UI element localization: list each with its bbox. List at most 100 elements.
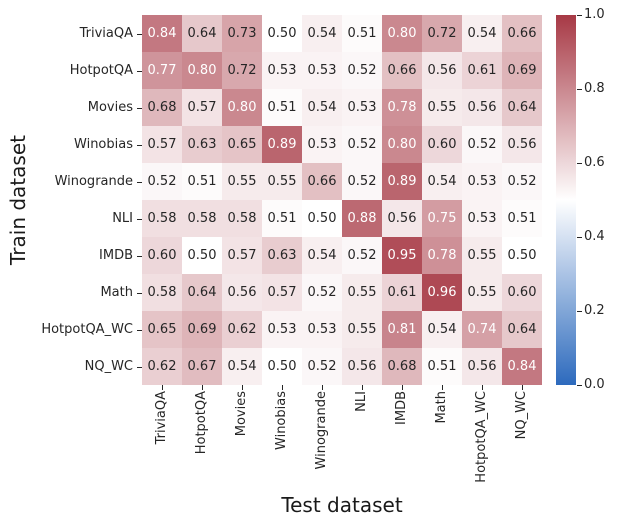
colorbar [556, 15, 576, 385]
heatmap-cell: 0.84 [502, 348, 542, 385]
x-tick-mark [282, 385, 283, 390]
heatmap-cell: 0.66 [502, 15, 542, 52]
heatmap-cell: 0.51 [502, 200, 542, 237]
colorbar-tick-label: 0.8 [584, 81, 605, 96]
y-axis-title: Train dataset [6, 135, 30, 265]
heatmap-cell: 0.52 [142, 163, 182, 200]
colorbar-tick-label: 0.6 [584, 155, 605, 170]
y-tick-mark [137, 144, 142, 146]
heatmap-cell: 0.60 [502, 274, 542, 311]
heatmap-cell: 0.51 [342, 15, 382, 52]
heatmap-cell: 0.56 [382, 200, 422, 237]
heatmap-cell: 0.54 [462, 15, 502, 52]
x-tick-label: Winogrande [314, 391, 329, 470]
heatmap-cell: 0.77 [142, 52, 182, 89]
heatmap-cell: 0.51 [262, 89, 302, 126]
x-tick-mark [402, 385, 403, 390]
colorbar-tick-mark [577, 15, 582, 16]
x-tick-label: NQ_WC [514, 391, 529, 440]
y-tick-mark [137, 181, 142, 183]
heatmap-cell: 0.78 [422, 237, 462, 274]
x-tick-mark [162, 385, 163, 390]
heatmap-cell: 0.53 [342, 89, 382, 126]
heatmap-cell: 0.54 [302, 15, 342, 52]
heatmap-cell: 0.52 [502, 163, 542, 200]
heatmap-cell: 0.60 [422, 126, 462, 163]
heatmap-cell: 0.67 [182, 348, 222, 385]
heatmap-cell: 0.57 [262, 274, 302, 311]
y-tick-label: NQ_WC [84, 358, 133, 374]
y-tick-label: Winogrande [54, 173, 133, 189]
y-tick-label: Math [100, 284, 133, 300]
heatmap-cell: 0.50 [302, 200, 342, 237]
heatmap-cell: 0.57 [182, 89, 222, 126]
y-tick-mark [137, 218, 142, 220]
heatmap-cell: 0.65 [222, 126, 262, 163]
heatmap-cell: 0.96 [422, 274, 462, 311]
x-tick-label: TriviaQA [154, 391, 169, 445]
y-tick-label: Movies [87, 99, 133, 115]
y-tick-mark [137, 366, 142, 368]
heatmap-cell: 0.72 [222, 52, 262, 89]
heatmap-cell: 0.81 [382, 311, 422, 348]
heatmap-cell: 0.72 [422, 15, 462, 52]
heatmap-cell: 0.55 [462, 274, 502, 311]
heatmap-cell: 0.50 [182, 237, 222, 274]
x-tick-label: Math [434, 391, 449, 424]
heatmap-cell: 0.69 [502, 52, 542, 89]
heatmap-cell: 0.52 [302, 348, 342, 385]
x-tick-label: Movies [234, 391, 249, 437]
heatmap-cell: 0.64 [182, 274, 222, 311]
heatmap-cell: 0.52 [462, 126, 502, 163]
heatmap-cell: 0.78 [382, 89, 422, 126]
heatmap-cell: 0.89 [262, 126, 302, 163]
heatmap-cell: 0.52 [302, 274, 342, 311]
heatmap-cell: 0.69 [182, 311, 222, 348]
heatmap-cell: 0.58 [142, 200, 182, 237]
x-tick-mark [242, 385, 243, 390]
y-tick-mark [137, 107, 142, 109]
heatmap-cell: 0.58 [182, 200, 222, 237]
heatmap-cell: 0.53 [302, 52, 342, 89]
heatmap-cell: 0.60 [142, 237, 182, 274]
colorbar-tick-mark [577, 237, 582, 238]
x-tick-label: HotpotQA [194, 391, 209, 455]
heatmap-cell: 0.61 [462, 52, 502, 89]
x-tick-mark [322, 385, 323, 390]
x-tick-mark [522, 385, 523, 390]
heatmap-cell: 0.52 [342, 163, 382, 200]
heatmap-cell: 0.56 [342, 348, 382, 385]
heatmap-cell: 0.75 [422, 200, 462, 237]
heatmap-cell: 0.56 [222, 274, 262, 311]
heatmap-cell: 0.80 [382, 15, 422, 52]
y-tick-mark [137, 33, 142, 35]
heatmap-cell: 0.50 [502, 237, 542, 274]
colorbar-tick-label: 0.2 [584, 303, 605, 318]
colorbar-tick-label: 1.0 [584, 7, 605, 22]
heatmap-cell: 0.53 [462, 163, 502, 200]
heatmap-cell: 0.52 [342, 237, 382, 274]
colorbar-tick-mark [577, 385, 582, 386]
heatmap-cell: 0.65 [142, 311, 182, 348]
heatmap-cell: 0.84 [142, 15, 182, 52]
colorbar-tick-mark [577, 163, 582, 164]
heatmap-cell: 0.63 [182, 126, 222, 163]
x-tick-label: NLI [354, 391, 369, 412]
heatmap-cell: 0.53 [302, 126, 342, 163]
y-tick-mark [137, 255, 142, 257]
heatmap-cell: 0.62 [142, 348, 182, 385]
heatmap-cell: 0.56 [462, 89, 502, 126]
heatmap-cell: 0.95 [382, 237, 422, 274]
heatmap-cell: 0.55 [462, 237, 502, 274]
heatmap-cell: 0.54 [222, 348, 262, 385]
heatmap-cell: 0.53 [462, 200, 502, 237]
heatmap-cell: 0.89 [382, 163, 422, 200]
colorbar-tick-mark [577, 89, 582, 90]
heatmap-cell: 0.57 [222, 237, 262, 274]
heatmap-cell: 0.55 [262, 163, 302, 200]
heatmap-cell: 0.64 [502, 89, 542, 126]
heatmap-cell: 0.52 [342, 126, 382, 163]
heatmap-cell: 0.68 [142, 89, 182, 126]
heatmap-grid: 0.84 0.64 0.73 0.50 0.54 0.51 0.80 0.72 0.54 0.66… [142, 15, 542, 385]
y-tick-label: TriviaQA [79, 25, 133, 41]
